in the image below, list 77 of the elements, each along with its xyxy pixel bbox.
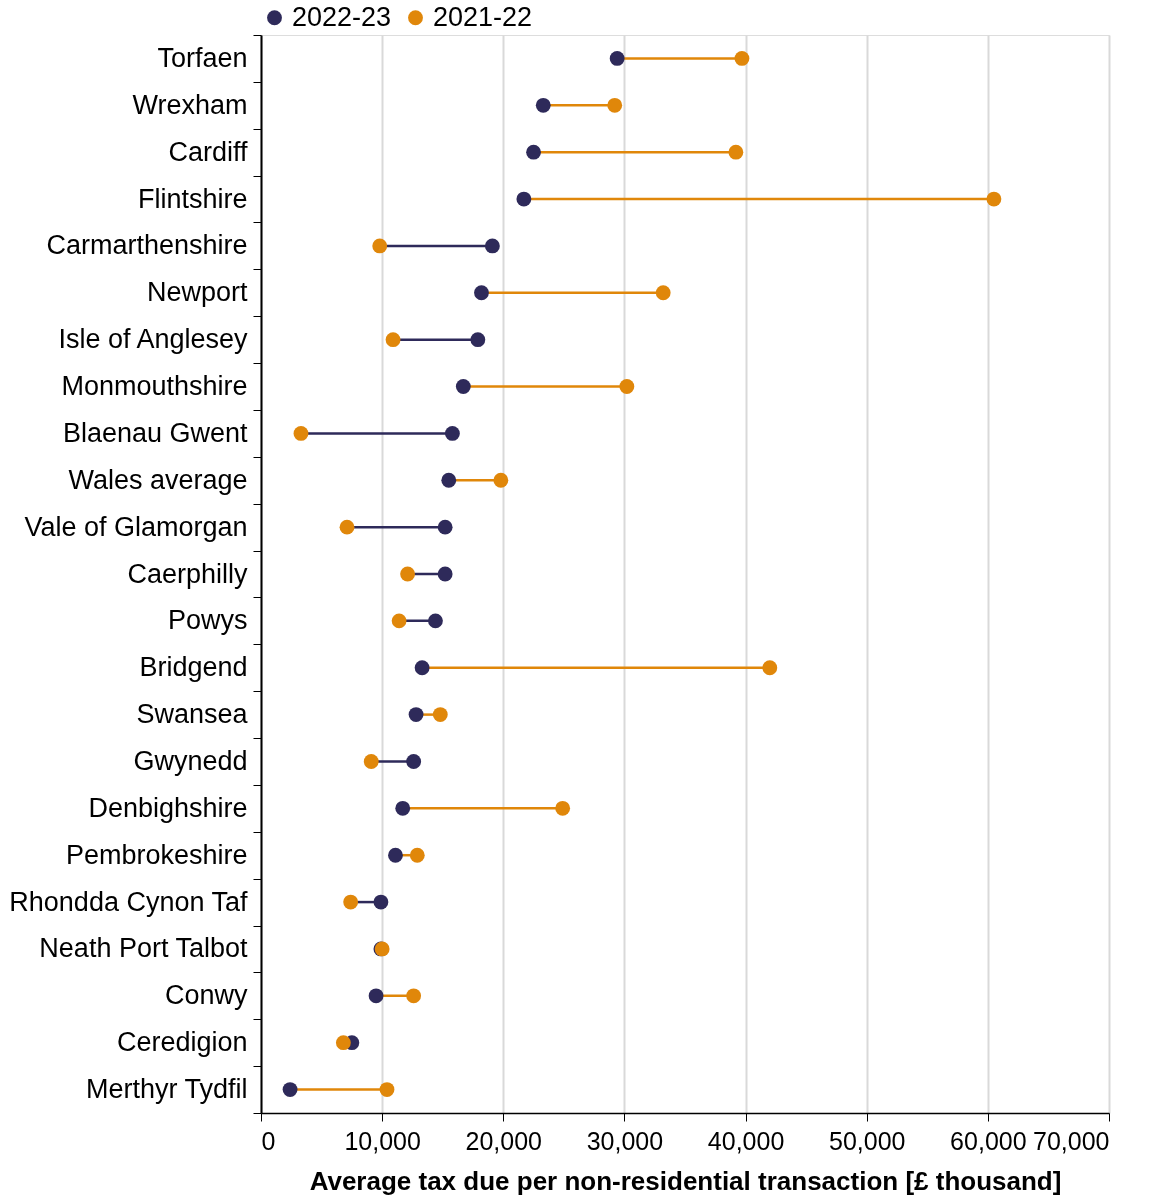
point	[619, 379, 635, 394]
y-tick-label: Wrexham	[132, 89, 248, 120]
point	[441, 472, 457, 488]
point	[986, 191, 1002, 207]
point	[385, 332, 401, 348]
point	[395, 800, 411, 816]
point	[444, 425, 460, 441]
y-tick-label: Rhondda Cynon Taf	[9, 886, 248, 917]
y-tick-label: Cardiff	[168, 136, 248, 167]
y-tick-label: Denbighshire	[88, 792, 248, 823]
point	[655, 285, 671, 301]
y-tick-label: Swansea	[136, 699, 249, 730]
legend-label: 2021-22	[433, 1, 533, 32]
y-tick-label: Gwynedd	[133, 745, 248, 776]
y-tick-label: Conwy	[164, 980, 248, 1011]
point	[339, 519, 355, 535]
x-tick-label: 70,000	[1033, 1126, 1110, 1155]
point	[484, 238, 500, 254]
point	[555, 800, 571, 816]
point	[516, 191, 532, 207]
point	[437, 566, 453, 582]
x-tick-label: 50,000	[828, 1126, 906, 1155]
point	[293, 425, 309, 441]
y-tick-label: Powys	[167, 605, 248, 636]
x-tick-label: 40,000	[707, 1126, 785, 1155]
point	[372, 238, 388, 254]
point	[437, 519, 453, 535]
point	[734, 51, 750, 66]
point	[428, 613, 443, 629]
x-axis-title: Average tax due per non-residential transaction [£ thousand]	[309, 1165, 1062, 1196]
point	[609, 51, 625, 66]
point	[455, 379, 471, 394]
point	[373, 894, 389, 910]
x-tick-label: 30,000	[586, 1126, 664, 1155]
y-tick-label: Bridgend	[139, 652, 248, 683]
point	[607, 97, 623, 113]
x-tick-label: 20,000	[465, 1126, 543, 1155]
y-tick-label: Flintshire	[137, 183, 248, 214]
y-tick-label: Wales average	[68, 464, 248, 495]
point	[400, 566, 415, 582]
point	[432, 707, 448, 723]
y-tick-label: Caerphilly	[127, 558, 248, 589]
y-tick-label: Isle of Anglesey	[58, 324, 248, 355]
point	[535, 97, 551, 113]
y-tick-label: Pembrokeshire	[65, 839, 248, 870]
point	[406, 988, 422, 1004]
point	[409, 847, 425, 863]
point	[406, 754, 422, 769]
y-tick-label: Neath Port Talbot	[39, 933, 248, 964]
point	[762, 660, 778, 676]
y-tick-label: Torfaen	[157, 42, 248, 73]
point	[493, 472, 509, 488]
y-tick-label: Monmouthshire	[61, 371, 248, 402]
point	[728, 144, 744, 160]
point	[470, 332, 486, 348]
y-tick-label: Ceredigion	[116, 1027, 248, 1058]
x-tick-label: 10,000	[344, 1126, 421, 1155]
point	[363, 754, 379, 769]
point	[408, 707, 424, 723]
point	[335, 1035, 351, 1051]
x-tick-label: 0	[261, 1126, 276, 1155]
point	[368, 988, 384, 1004]
y-tick-label: Newport	[146, 277, 248, 308]
y-tick-label: Carmarthenshire	[46, 230, 248, 261]
point	[474, 285, 489, 301]
point	[379, 1082, 395, 1097]
legend-label: 2022-23	[292, 1, 392, 32]
point	[391, 613, 407, 629]
point	[388, 847, 403, 863]
x-tick-label: 60,000	[950, 1126, 1027, 1155]
point	[526, 144, 541, 160]
y-tick-label: Vale of Glamorgan	[24, 511, 248, 542]
point	[282, 1082, 298, 1097]
y-tick-label: Merthyr Tydfil	[85, 1074, 248, 1105]
point	[414, 660, 430, 676]
y-tick-label: Blaenau Gwent	[62, 417, 248, 448]
point	[343, 894, 359, 910]
